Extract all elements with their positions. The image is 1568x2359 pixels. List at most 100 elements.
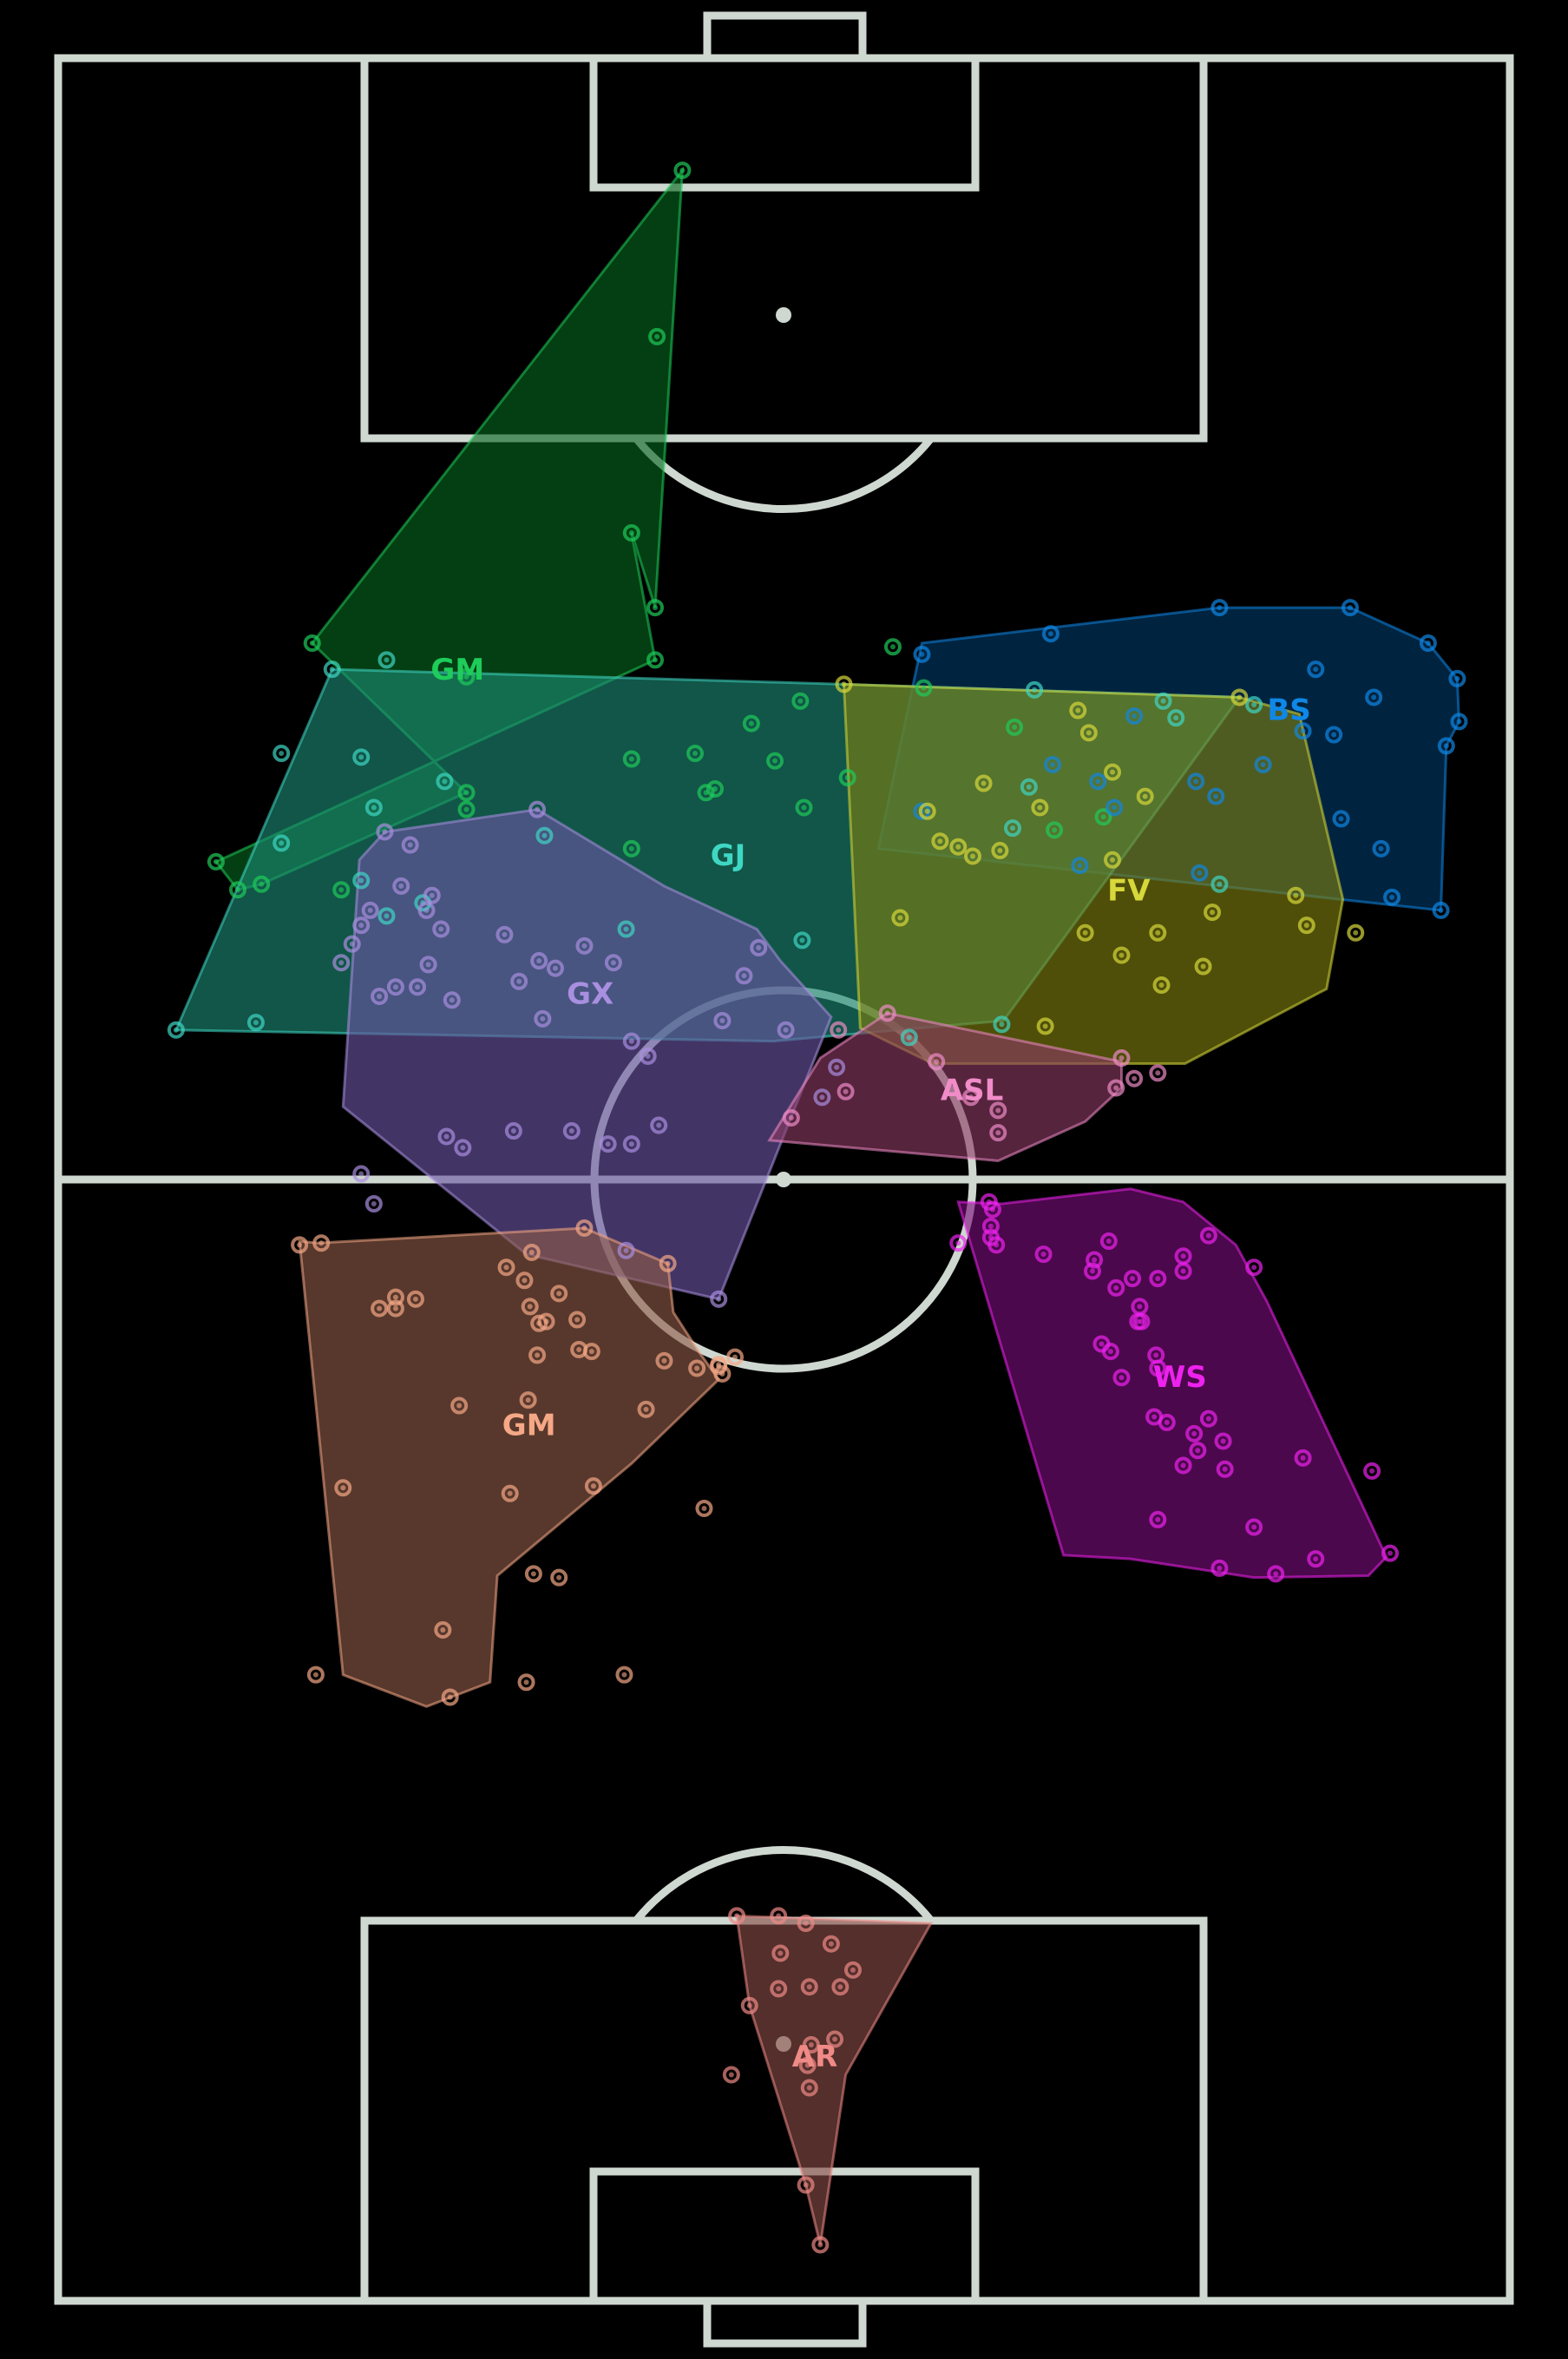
- data-point-fv-3-11: [1136, 787, 1154, 805]
- data-point-ws-7-40: [1381, 1544, 1399, 1562]
- data-point-fv-3-12: [931, 832, 949, 851]
- data-point-gm-0-8: [303, 634, 321, 652]
- zone-hull-ws-7: [956, 1187, 1388, 1580]
- data-point-gx-4-1: [401, 836, 419, 854]
- data-point-core-ws-7-38: [1273, 1571, 1279, 1577]
- data-point-ws-7-13: [1199, 1226, 1217, 1245]
- data-point-core-ar-8-14: [806, 2085, 812, 2091]
- data-point-ar-8-2: [822, 1935, 840, 1953]
- data-point-core-fv-3-7: [1037, 805, 1043, 811]
- data-point-core-gj-2-12: [999, 1022, 1005, 1028]
- data-point-core-asl-5-10: [968, 1094, 974, 1101]
- data-point-bs-1-24: [1041, 625, 1060, 643]
- data-point-core-gm-6-5: [665, 1260, 671, 1266]
- data-point-ws-7-29: [1174, 1456, 1192, 1475]
- data-point-gm-6-5: [659, 1254, 677, 1272]
- data-point-gm-0-5: [207, 852, 225, 871]
- data-point-core-ws-7-34: [1369, 1468, 1375, 1474]
- data-point-ar-8-7: [800, 1978, 818, 1996]
- data-point-gx-4-29: [828, 1058, 846, 1076]
- data-point-core-gx-4-30: [819, 1094, 825, 1101]
- data-point-gj-2-20: [1026, 680, 1044, 699]
- data-point-core-ws-7-12: [1180, 1253, 1186, 1259]
- data-point-core-gj-2-8: [358, 877, 364, 884]
- data-point-asl-5-8: [782, 1108, 800, 1127]
- data-point-gj-2-3: [272, 834, 291, 852]
- data-point-core-ws-7-9: [1105, 1239, 1112, 1245]
- data-point-ws-7-28: [1189, 1442, 1207, 1460]
- zone-label-gx-4: GX: [567, 976, 613, 1011]
- data-point-gx-4-15: [371, 987, 389, 1005]
- data-point-core-gm-6-27: [525, 1397, 531, 1403]
- data-point-core-ar-8-3: [803, 1921, 809, 1927]
- data-point-core-gm-6-7: [556, 1291, 562, 1297]
- data-point-gx-4-4: [417, 901, 436, 919]
- centre-spot: [776, 1172, 791, 1187]
- data-point-asl-5-2: [928, 1053, 946, 1071]
- data-point-core-ws-7-33: [1300, 1455, 1306, 1461]
- data-point-core-gm-6-35: [312, 1672, 318, 1678]
- data-point-ar-8-16: [811, 2236, 830, 2254]
- data-point-gm-6-33: [524, 1565, 542, 1583]
- data-point-bs-1-4: [1450, 713, 1468, 731]
- data-point-bs-1-6: [1432, 901, 1450, 919]
- data-point-ws-7-16: [1107, 1278, 1125, 1297]
- data-point-core-gx-4-5: [429, 892, 435, 898]
- data-point-bs-1-23: [1089, 772, 1107, 791]
- data-point-bs-1-0: [1210, 599, 1229, 617]
- data-point-asl-5-11: [1125, 1069, 1144, 1088]
- data-point-core-fv-3-16: [1200, 963, 1206, 969]
- data-point-core-gx-4-0: [382, 829, 388, 835]
- data-point-bs-1-17: [1187, 772, 1205, 791]
- data-point-core-asl-5-2: [934, 1059, 940, 1065]
- data-point-gx-4-19: [547, 959, 565, 977]
- data-point-fv-3-4: [974, 774, 993, 792]
- data-point-bs-1-9: [1105, 798, 1124, 817]
- data-point-core-bs-1-13: [1371, 694, 1377, 700]
- data-point-gj-2-11: [900, 1028, 918, 1047]
- data-point-bs-1-16: [1254, 755, 1272, 773]
- data-point-core-gm-0-3: [653, 657, 659, 663]
- data-point-core-gx-4-31: [568, 1128, 574, 1134]
- data-point-core-bs-1-4: [1456, 719, 1462, 725]
- data-point-core-bs-1-3: [1454, 675, 1460, 681]
- data-point-gx-4-21: [604, 954, 622, 972]
- data-point-gm-0-4: [646, 599, 665, 617]
- data-point-core-gm-0-18: [801, 805, 807, 811]
- data-point-gm-0-24: [1006, 718, 1024, 736]
- data-point-ws-7-27: [1185, 1424, 1204, 1442]
- data-point-ws-7-21: [1101, 1343, 1119, 1361]
- data-point-ws-7-6: [987, 1236, 1006, 1254]
- data-point-ws-7-37: [1210, 1559, 1229, 1577]
- data-point-core-gm-6-9: [392, 1294, 398, 1300]
- data-point-gm-0-17: [706, 779, 725, 798]
- data-point-core-ar-8-15: [803, 2182, 809, 2188]
- data-point-core-gm-6-31: [701, 1505, 707, 1511]
- data-point-core-gx-4-37: [510, 1128, 516, 1134]
- data-point-ws-7-33: [1294, 1449, 1312, 1467]
- data-point-core-asl-5-6: [1113, 1085, 1119, 1091]
- data-point-gj-2-23: [793, 931, 811, 950]
- data-point-gm-6-37: [517, 1673, 535, 1692]
- data-point-core-fv-3-21: [1353, 930, 1359, 936]
- data-point-core-ar-8-12: [728, 2072, 734, 2078]
- data-point-gm-0-22: [915, 679, 933, 697]
- data-point-gm-0-9: [457, 667, 476, 686]
- data-point-ar-8-12: [722, 2066, 740, 2084]
- data-point-core-bs-1-18: [1300, 728, 1306, 734]
- data-point-gm-6-18: [582, 1343, 600, 1361]
- data-point-core-asl-5-7: [1155, 1070, 1161, 1076]
- data-point-gm-6-26: [637, 1400, 655, 1418]
- data-point-core-bs-1-6: [1438, 907, 1444, 913]
- data-point-gx-4-33: [437, 1127, 456, 1146]
- data-point-core-gm-6-26: [643, 1406, 649, 1412]
- data-point-core-ws-7-3: [987, 1223, 994, 1229]
- data-point-core-gj-2-9: [541, 832, 548, 838]
- data-point-core-fv-3-24: [1119, 952, 1125, 958]
- data-point-core-gx-4-13: [415, 984, 421, 990]
- data-point-gm-6-8: [406, 1290, 424, 1308]
- data-point-core-ws-7-27: [1191, 1430, 1197, 1436]
- data-point-ws-7-26: [1158, 1413, 1176, 1431]
- data-point-core-gx-4-3: [398, 883, 404, 889]
